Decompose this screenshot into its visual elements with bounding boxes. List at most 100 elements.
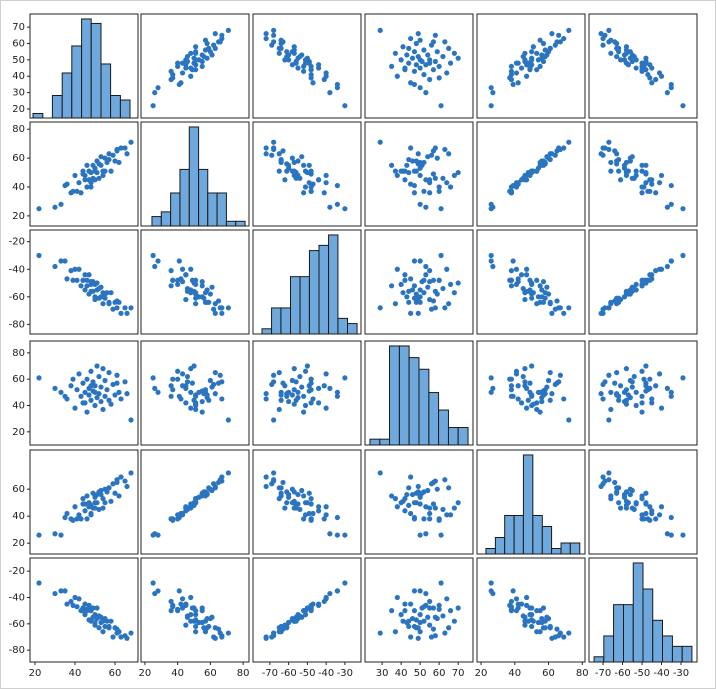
scatter-point — [70, 277, 76, 283]
scatter-point — [436, 188, 442, 194]
scatter-point — [639, 393, 645, 399]
scatter-point — [219, 474, 225, 480]
scatter-point — [602, 32, 608, 38]
scatter-point — [76, 266, 82, 272]
scatter-point — [515, 383, 521, 389]
scatter-point — [297, 373, 303, 380]
scatter-point — [112, 158, 118, 164]
scatter-point — [276, 168, 282, 174]
hist-bar — [299, 276, 310, 335]
scatter-point — [179, 266, 186, 272]
scatter-point — [188, 50, 194, 56]
hist-bar — [560, 542, 571, 555]
scatter-point — [291, 505, 297, 511]
scatter-point — [84, 516, 90, 522]
scatter-point — [442, 477, 448, 483]
scatter-point — [534, 608, 540, 614]
scatter-point — [96, 373, 102, 380]
scatter-point — [92, 177, 98, 183]
scatter-point — [639, 281, 645, 288]
scatter-point — [199, 63, 205, 70]
scatter-point — [36, 206, 42, 212]
scatter-point — [623, 50, 630, 56]
scatter-point — [540, 625, 547, 631]
scatter-point — [215, 380, 222, 386]
scatter-point — [84, 409, 90, 415]
scatter-point — [82, 612, 88, 618]
scatter-point — [451, 172, 457, 179]
scatter-point — [219, 32, 225, 38]
scatter-point — [623, 290, 630, 296]
scatter-point — [306, 490, 312, 496]
scatter-point — [455, 169, 461, 176]
scatter-point — [306, 162, 312, 168]
x-tick-label: 40 — [395, 668, 408, 679]
x-tick-label: -40 — [318, 668, 334, 679]
scatter-point — [202, 37, 209, 43]
scatter-point — [394, 266, 400, 272]
hist-bar — [235, 220, 246, 227]
hist-bar — [261, 328, 273, 335]
scatter-point — [342, 103, 348, 109]
scatter-point — [432, 633, 438, 639]
scatter-point — [408, 35, 414, 42]
scatter-point — [124, 391, 130, 397]
y-tick-label: 40 — [12, 71, 25, 82]
scatter-point — [128, 305, 134, 311]
scatter-point — [78, 516, 84, 522]
scatter-point — [100, 290, 106, 296]
scatter-point — [616, 295, 622, 301]
scatter-point — [308, 168, 314, 174]
scatter-point — [566, 139, 572, 145]
scatter-point — [308, 400, 314, 406]
scatter-point — [150, 375, 156, 381]
scatter-point — [175, 368, 181, 374]
scatter-point — [225, 27, 231, 33]
scatter-point — [436, 75, 442, 81]
scatter-point — [524, 73, 530, 79]
scatter-point — [88, 510, 94, 517]
scatter-point — [188, 290, 194, 296]
scatter-point — [84, 608, 90, 614]
scatter-point — [278, 493, 284, 499]
scatter-point — [423, 177, 429, 183]
hist-bar — [457, 427, 469, 446]
scatter-point — [392, 301, 399, 307]
scatter-point — [96, 506, 102, 513]
hist-bar — [494, 536, 506, 555]
scatter-point — [316, 508, 322, 514]
scatter-point — [508, 606, 515, 612]
scatter-point — [284, 49, 290, 55]
scatter-point — [207, 291, 213, 297]
x-tick-label: 60 — [542, 668, 555, 679]
scatter-point — [627, 49, 633, 55]
scatter-point — [58, 258, 64, 264]
scatter-point — [400, 44, 406, 50]
scatter-point — [490, 385, 496, 391]
panel-frame — [588, 449, 698, 555]
scatter-point — [561, 634, 567, 640]
scatter-point — [425, 614, 431, 620]
scatter-point — [598, 151, 604, 157]
scatter-point — [647, 75, 653, 81]
hist-bar — [661, 635, 673, 663]
scatter-point — [179, 371, 186, 377]
scatter-point — [64, 510, 70, 517]
scatter-point — [510, 81, 516, 88]
hist-bar — [522, 454, 534, 555]
scatter-point — [639, 409, 645, 415]
scatter-point — [444, 512, 450, 518]
scatter-point — [507, 188, 513, 194]
scatter-point — [451, 290, 457, 296]
scatter-point — [447, 512, 454, 518]
scatter-point — [643, 388, 649, 394]
scatter-point — [128, 470, 134, 476]
scatter-point — [488, 389, 494, 395]
scatter-point — [641, 376, 647, 382]
scatter-point — [271, 478, 277, 484]
scatter-point — [616, 156, 622, 163]
scatter-point — [444, 180, 450, 186]
scatter-point — [423, 590, 429, 597]
scatter-point — [647, 385, 653, 391]
scatter-point — [488, 258, 494, 264]
